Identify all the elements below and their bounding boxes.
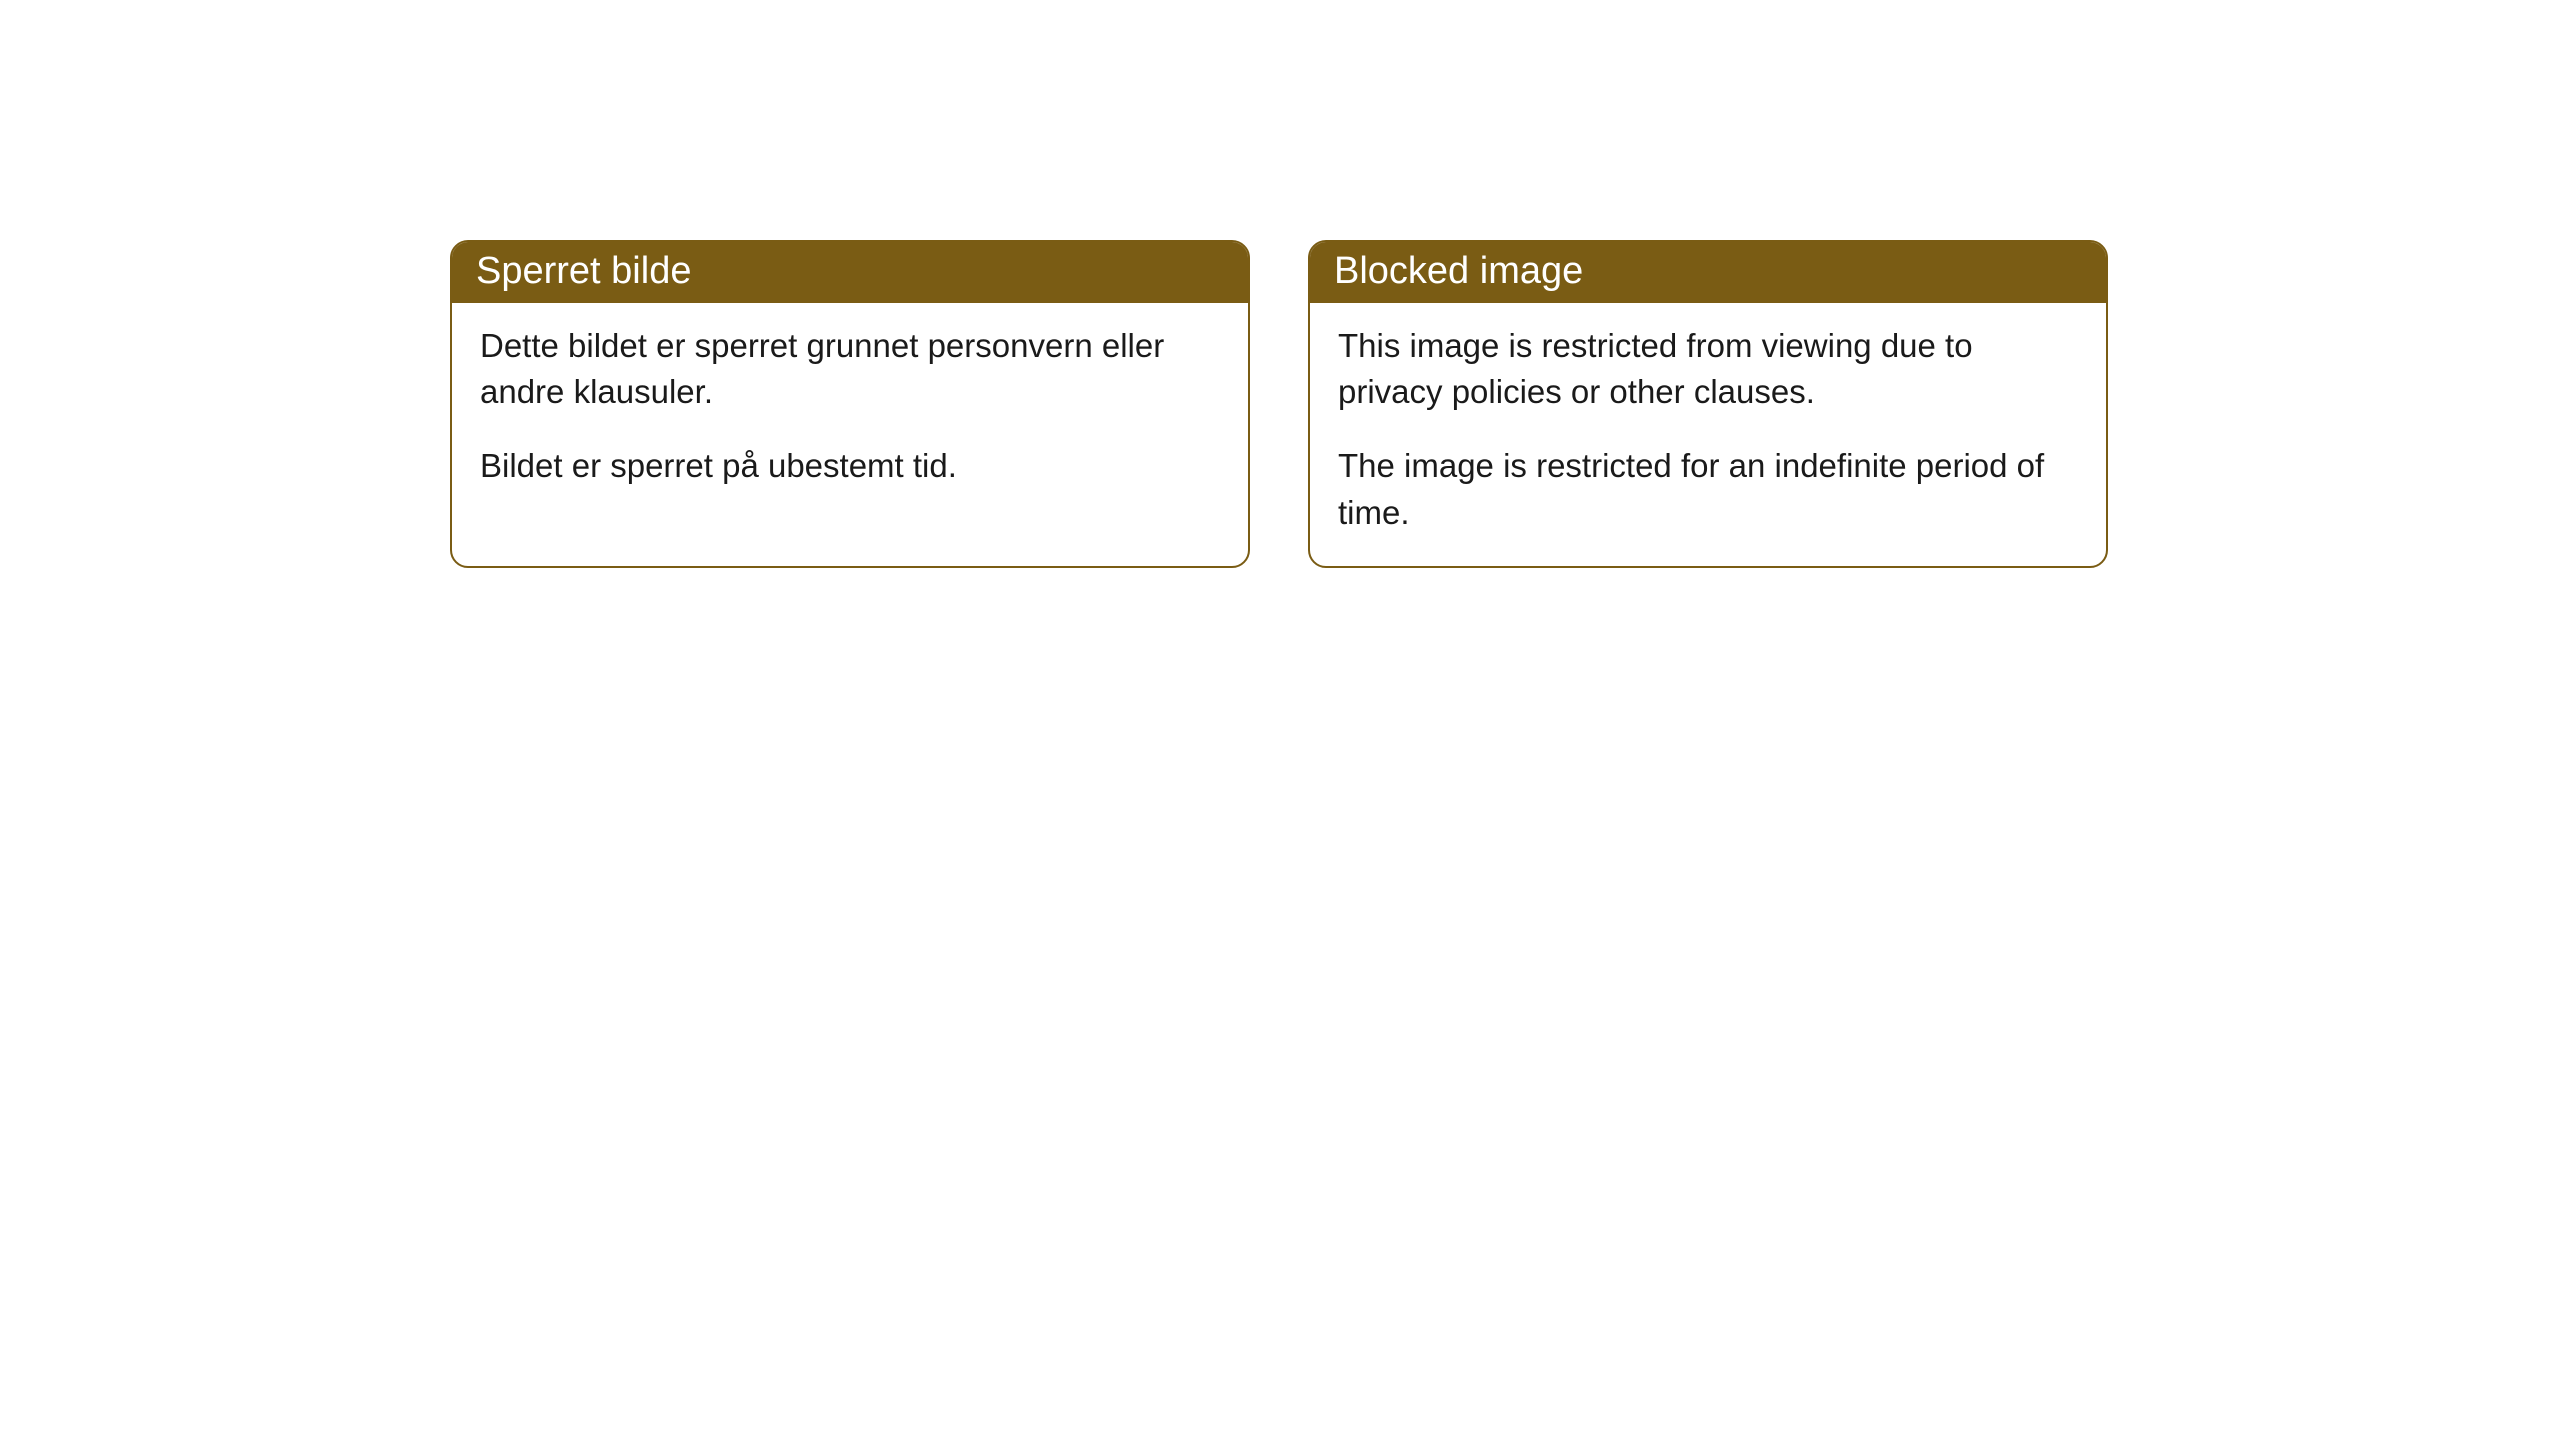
notice-text: The image is restricted for an indefinit… (1338, 443, 2078, 535)
notice-text: Bildet er sperret på ubestemt tid. (480, 443, 1220, 489)
card-header: Blocked image (1310, 242, 2106, 303)
notice-cards-container: Sperret bilde Dette bildet er sperret gr… (450, 240, 2560, 568)
notice-card-english: Blocked image This image is restricted f… (1308, 240, 2108, 568)
card-body: Dette bildet er sperret grunnet personve… (452, 303, 1248, 520)
card-header: Sperret bilde (452, 242, 1248, 303)
card-body: This image is restricted from viewing du… (1310, 303, 2106, 566)
notice-text: This image is restricted from viewing du… (1338, 323, 2078, 415)
notice-card-norwegian: Sperret bilde Dette bildet er sperret gr… (450, 240, 1250, 568)
notice-text: Dette bildet er sperret grunnet personve… (480, 323, 1220, 415)
